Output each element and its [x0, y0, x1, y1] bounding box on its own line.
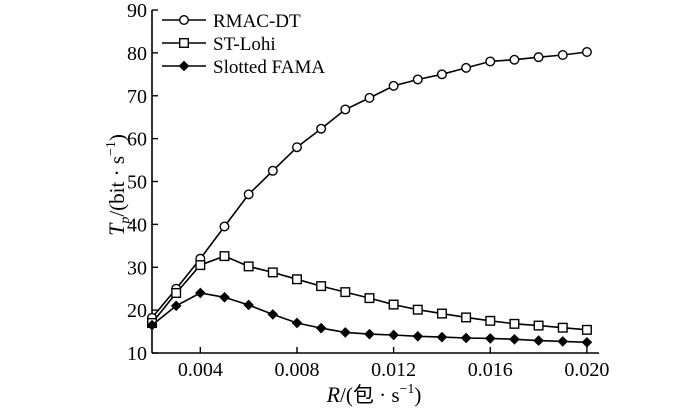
point-square-marker	[388, 299, 399, 310]
y-axis-close: )	[105, 134, 129, 141]
point-circle-marker	[219, 221, 230, 232]
point-circle-marker	[485, 56, 496, 67]
x-axis-variable: R	[326, 382, 341, 407]
series-line-rmac-dt	[151, 51, 587, 319]
point-square-marker	[291, 274, 302, 285]
point-circle-marker	[461, 62, 472, 73]
point-square-marker	[316, 281, 327, 292]
point-diamond-marker	[219, 291, 230, 303]
point-circle-marker	[291, 142, 302, 153]
point-circle-marker	[581, 47, 592, 58]
legend-label: RMAC-DT	[213, 11, 301, 32]
point-diamond-marker	[581, 336, 593, 348]
point-diamond-marker	[484, 333, 496, 344]
point-circle-marker	[412, 74, 423, 85]
point-square-marker	[412, 304, 423, 315]
point-diamond-marker	[364, 328, 375, 340]
point-square-marker	[171, 287, 182, 298]
point-square-marker	[581, 324, 592, 335]
y-axis-variable: T	[104, 222, 129, 236]
point-square-marker	[219, 251, 230, 262]
point-diamond-marker	[557, 336, 569, 347]
series-slotted-fama	[146, 287, 593, 348]
point-diamond-marker	[243, 299, 254, 311]
point-square-marker	[461, 312, 472, 323]
y-axis-separator: /(	[105, 204, 129, 217]
y-tick-label: 90	[127, 0, 147, 22]
point-circle-marker	[340, 104, 351, 115]
point-diamond-marker	[460, 332, 472, 344]
x-tick-label: 0.020	[564, 359, 609, 381]
point-circle-marker	[533, 52, 544, 63]
tick-marks: 10 20 30 40 50 60 70 80 90 0.004 0.008 0.012 0.016 0.…	[127, 0, 609, 381]
point-diamond-marker	[533, 335, 544, 346]
point-square-marker	[485, 315, 496, 326]
point-circle-marker	[388, 80, 399, 91]
point-diamond-marker	[178, 60, 190, 72]
y-tick-label: 80	[127, 43, 147, 65]
point-square-marker	[436, 308, 447, 319]
y-tick-label: 30	[127, 257, 147, 279]
series-line-st-lohi	[151, 255, 587, 331]
x-axis-unit: 包 · s	[353, 383, 400, 407]
point-diamond-marker	[315, 322, 327, 334]
y-tick-label: 60	[127, 129, 147, 151]
point-square-marker	[364, 293, 375, 304]
y-tick-label: 20	[127, 300, 147, 322]
x-tick-label: 0.016	[468, 359, 513, 381]
point-diamond-marker	[509, 333, 520, 345]
point-diamond-marker	[291, 317, 303, 329]
legend-label: Slotted FAMA	[213, 57, 325, 78]
x-tick-label: 0.008	[274, 359, 319, 381]
x-tick-label: 0.012	[371, 359, 416, 381]
point-diamond-marker	[339, 327, 351, 338]
point-square-marker	[340, 287, 351, 298]
y-tick-label: 40	[127, 214, 147, 236]
x-axis-separator: /(	[340, 383, 353, 407]
x-tick-label: 0.004	[178, 359, 223, 381]
point-circle-marker	[557, 50, 568, 61]
y-tick-label: 70	[127, 86, 147, 108]
point-square-marker	[267, 267, 278, 278]
x-axis-close: )	[414, 383, 421, 407]
point-circle-marker	[509, 54, 520, 65]
y-axis-exponent: −1	[104, 141, 119, 156]
series-st-lohi	[146, 251, 592, 335]
y-tick-label: 10	[127, 343, 147, 365]
point-diamond-marker	[267, 309, 279, 320]
point-diamond-marker	[146, 319, 158, 331]
point-diamond-marker	[170, 300, 182, 312]
x-axis-title: R/(包 · s−1)	[326, 382, 422, 407]
point-square-marker	[243, 261, 254, 272]
point-diamond-marker	[436, 331, 448, 343]
point-diamond-marker	[412, 330, 424, 342]
legend-label: ST-Lohi	[213, 34, 276, 55]
x-axis-exponent: −1	[400, 382, 415, 397]
point-square-marker	[178, 38, 189, 49]
point-circle-marker	[178, 14, 189, 26]
point-diamond-marker	[388, 329, 399, 341]
point-circle-marker	[243, 189, 254, 200]
point-circle-marker	[316, 123, 327, 134]
point-square-marker	[509, 318, 520, 329]
point-circle-marker	[364, 92, 375, 103]
point-circle-marker	[436, 69, 447, 80]
point-diamond-marker	[195, 287, 206, 299]
point-square-marker	[533, 320, 544, 331]
series-rmac-dt	[146, 47, 592, 323]
point-circle-marker	[267, 165, 278, 176]
y-axis-unit: bit · s	[105, 156, 129, 204]
y-axis-title: Tp/(bit · s−1)	[104, 134, 133, 236]
point-square-marker	[195, 260, 206, 271]
y-tick-label: 50	[127, 172, 147, 194]
series-layer	[146, 47, 593, 348]
point-square-marker	[557, 322, 568, 333]
y-axis-subscript: p	[118, 217, 133, 225]
